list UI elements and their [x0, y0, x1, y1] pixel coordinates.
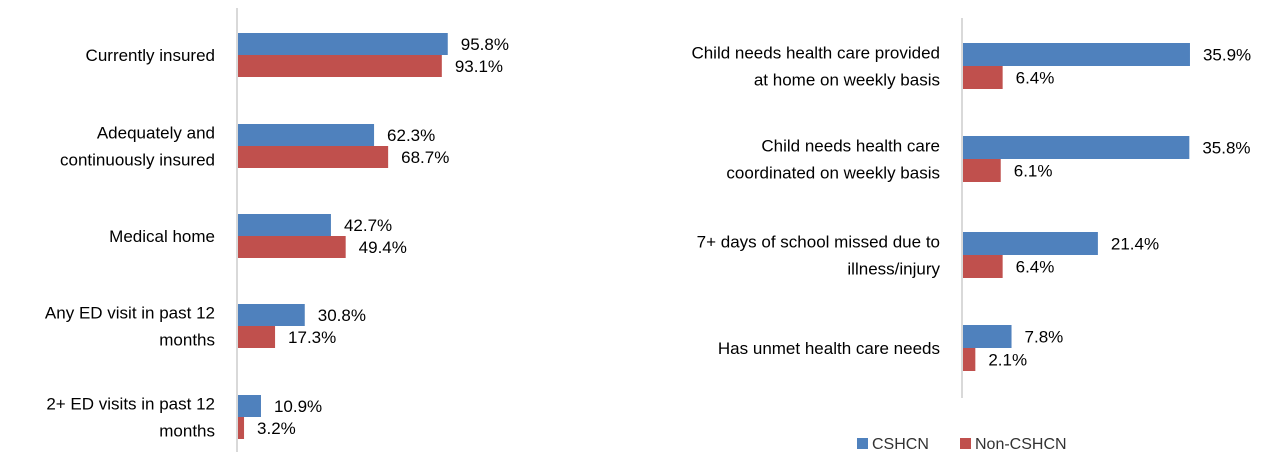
left-bar-non-cshcn [237, 236, 346, 258]
right-data-label-cshcn: 35.9% [1203, 46, 1251, 65]
legend-swatch-non-cshcn [960, 438, 971, 449]
left-data-label-cshcn: 95.8% [461, 35, 509, 54]
left-bar-cshcn [237, 124, 375, 146]
right-bar-non-cshcn [962, 255, 1003, 278]
left-category-label: Currently insured [86, 46, 215, 65]
left-category-label: Any ED visit in past 12 [45, 304, 215, 323]
right-data-label-cshcn: 35.8% [1202, 139, 1250, 158]
right-data-label-non-cshcn: 2.1% [988, 351, 1027, 370]
right-bar-cshcn [962, 325, 1012, 348]
left-data-label-non-cshcn: 17.3% [288, 328, 336, 347]
left-data-label-non-cshcn: 49.4% [359, 238, 407, 257]
left-data-label-non-cshcn: 68.7% [401, 148, 449, 167]
left-data-label-cshcn: 30.8% [318, 306, 366, 325]
right-category-label: Child needs health care [761, 137, 940, 156]
left-category-label: months [159, 331, 215, 350]
right-bar-non-cshcn [962, 66, 1003, 89]
right-data-label-non-cshcn: 6.1% [1014, 162, 1053, 181]
left-category-label: months [159, 422, 215, 441]
legend-label-cshcn: CSHCN [872, 436, 929, 453]
left-data-label-cshcn: 10.9% [274, 397, 322, 416]
right-bar-cshcn [962, 43, 1190, 66]
left-category-label: Medical home [109, 227, 215, 246]
right-category-label: Has unmet health care needs [718, 339, 940, 358]
legend: CSHCN Non-CSHCN [857, 436, 1067, 453]
left-data-label-non-cshcn: 93.1% [455, 57, 503, 76]
left-bar-cshcn [237, 304, 305, 326]
left-bar-cshcn [237, 214, 331, 236]
left-bar-non-cshcn [237, 326, 276, 348]
left-data-label-non-cshcn: 3.2% [257, 419, 296, 438]
right-category-label: at home on weekly basis [754, 71, 940, 90]
right-bar-cshcn [962, 232, 1098, 255]
right-bar-chart: Child needs health care provided at home … [691, 18, 1251, 398]
right-category-label: illness/injury [847, 260, 940, 279]
left-bar-non-cshcn [237, 417, 245, 439]
right-data-label-cshcn: 21.4% [1111, 235, 1159, 254]
left-bar-chart: Currently insured 95.8% 93.1% Adequately an… [45, 8, 509, 452]
left-data-label-cshcn: 42.7% [344, 216, 392, 235]
left-bar-non-cshcn [237, 55, 442, 77]
left-category-label: continuously insured [60, 151, 215, 170]
right-bar-non-cshcn [962, 159, 1001, 182]
right-bar-cshcn [962, 136, 1190, 159]
right-category-label: coordinated on weekly basis [726, 164, 940, 183]
right-bar-non-cshcn [962, 348, 976, 371]
right-category-label: Child needs health care provided [691, 44, 940, 63]
left-bar-cshcn [237, 395, 261, 417]
right-data-label-cshcn: 7.8% [1025, 328, 1064, 347]
left-category-label: Adequately and [97, 124, 215, 143]
left-bar-cshcn [237, 33, 448, 55]
left-bar-non-cshcn [237, 146, 389, 168]
legend-label-non-cshcn: Non-CSHCN [975, 436, 1067, 453]
left-category-label: 2+ ED visits in past 12 [46, 395, 215, 414]
right-category-label: 7+ days of school missed due to [697, 233, 940, 252]
left-data-label-cshcn: 62.3% [387, 126, 435, 145]
right-data-label-non-cshcn: 6.4% [1016, 69, 1055, 88]
legend-swatch-cshcn [857, 438, 868, 449]
right-data-label-non-cshcn: 6.4% [1016, 258, 1055, 277]
